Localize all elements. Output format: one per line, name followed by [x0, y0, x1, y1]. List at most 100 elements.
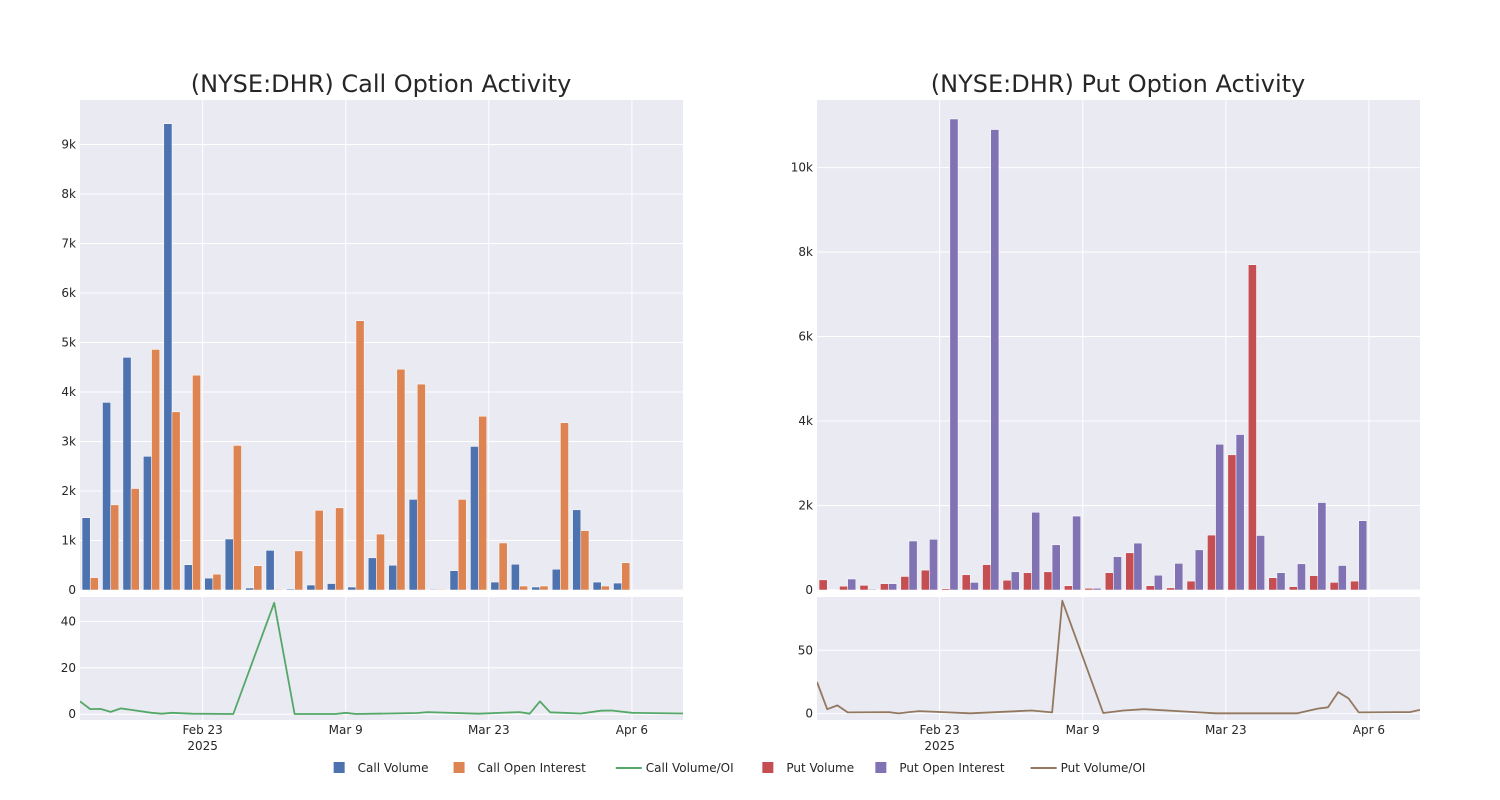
bar	[1276, 572, 1286, 591]
bar	[110, 504, 120, 591]
x-tick-label: Apr 6	[616, 723, 648, 737]
legend-label: Put Open Interest	[899, 761, 1005, 775]
y-tick-label: 4k	[61, 385, 76, 399]
bar	[511, 564, 520, 591]
bar	[531, 586, 541, 591]
bar	[1337, 565, 1347, 591]
bar	[859, 585, 869, 591]
y-tick-label: 7k	[61, 237, 76, 251]
bar	[314, 510, 324, 591]
bar-series-volume	[81, 123, 622, 591]
y-tick-label: 50	[798, 643, 813, 657]
x-tick-label: Mar 23	[468, 723, 510, 737]
legend-item: Put Open Interest	[875, 761, 1005, 775]
bar	[429, 589, 438, 591]
bar	[1031, 512, 1041, 591]
y-tick-label: 2k	[798, 499, 813, 513]
bar	[335, 507, 344, 591]
bar	[376, 533, 385, 591]
bar	[273, 589, 283, 591]
bar	[286, 588, 295, 591]
bar	[1235, 434, 1245, 591]
y-tick-label: 4k	[798, 414, 813, 428]
y-tick-label: 0	[68, 583, 76, 597]
bar	[867, 588, 877, 591]
bar	[457, 499, 467, 591]
bar	[970, 582, 979, 591]
ratio-series	[80, 601, 683, 715]
bar	[151, 349, 160, 591]
bar	[1194, 549, 1204, 591]
ratio-plot-area	[817, 597, 1420, 720]
x-tick-label: Mar 23	[1205, 723, 1247, 737]
bar	[478, 416, 488, 591]
bar	[253, 565, 263, 591]
bar	[1186, 580, 1196, 591]
bar	[294, 550, 304, 591]
bar	[327, 583, 336, 591]
bar	[347, 586, 357, 591]
bar	[408, 499, 418, 591]
legend-label: Put Volume	[786, 761, 854, 775]
bar	[1002, 580, 1012, 591]
legend-item: Put Volume/OI	[1030, 761, 1145, 775]
bar	[1256, 535, 1265, 591]
bar	[1043, 571, 1053, 591]
legend-item: Call Volume/OI	[615, 761, 734, 775]
chart-title: (NYSE:DHR) Put Option Activity	[931, 70, 1305, 98]
bar	[929, 539, 938, 591]
y-tick-label: 10k	[791, 161, 813, 175]
bar	[306, 584, 316, 591]
bar	[224, 538, 234, 591]
bar	[1297, 563, 1306, 591]
y-tick-label: 2k	[61, 484, 76, 498]
y-tick-label: 0	[68, 707, 76, 721]
bar	[1125, 552, 1135, 591]
bar-plot-area	[817, 100, 1420, 590]
bar	[192, 374, 201, 591]
bar	[1207, 534, 1216, 591]
bar	[498, 542, 508, 591]
bar	[1154, 574, 1163, 591]
bar	[212, 573, 222, 591]
bar	[900, 576, 910, 591]
y-tick-label: 0	[805, 583, 813, 597]
bar	[1268, 577, 1278, 591]
bar	[920, 569, 930, 591]
ratio-line	[817, 599, 1420, 715]
bar	[367, 557, 377, 591]
bar	[470, 446, 479, 591]
bar-series-open-interest	[826, 118, 1368, 591]
bar	[1072, 515, 1081, 591]
bar	[449, 570, 459, 591]
x-tick-label: Apr 6	[1353, 723, 1385, 737]
legend-swatch	[333, 762, 345, 773]
bar	[621, 562, 631, 591]
bar	[818, 579, 828, 591]
x-tick-label: Mar 9	[329, 723, 363, 737]
bar	[941, 588, 951, 591]
bar	[613, 582, 622, 591]
y-tick-label: 0	[805, 707, 813, 721]
legend-label: Call Open Interest	[478, 761, 587, 775]
bar	[1113, 556, 1122, 591]
bar	[1215, 444, 1225, 591]
bar	[171, 411, 181, 591]
legend-label: Call Volume/OI	[646, 761, 734, 775]
bar	[1084, 588, 1094, 591]
bar	[990, 129, 1000, 591]
bar	[1309, 575, 1319, 591]
bar	[539, 585, 549, 591]
bar	[233, 445, 242, 591]
bar	[961, 574, 971, 591]
bar	[122, 357, 132, 591]
legend-item: Call Open Interest	[453, 761, 587, 775]
bar	[908, 540, 918, 591]
bar	[130, 488, 140, 591]
x-tick-sublabel: 2025	[924, 739, 955, 753]
bar	[1329, 582, 1339, 591]
bar	[1166, 587, 1175, 591]
x-tick-label: Feb 23	[919, 723, 959, 737]
y-tick-label: 6k	[798, 330, 813, 344]
bar	[1288, 586, 1298, 591]
